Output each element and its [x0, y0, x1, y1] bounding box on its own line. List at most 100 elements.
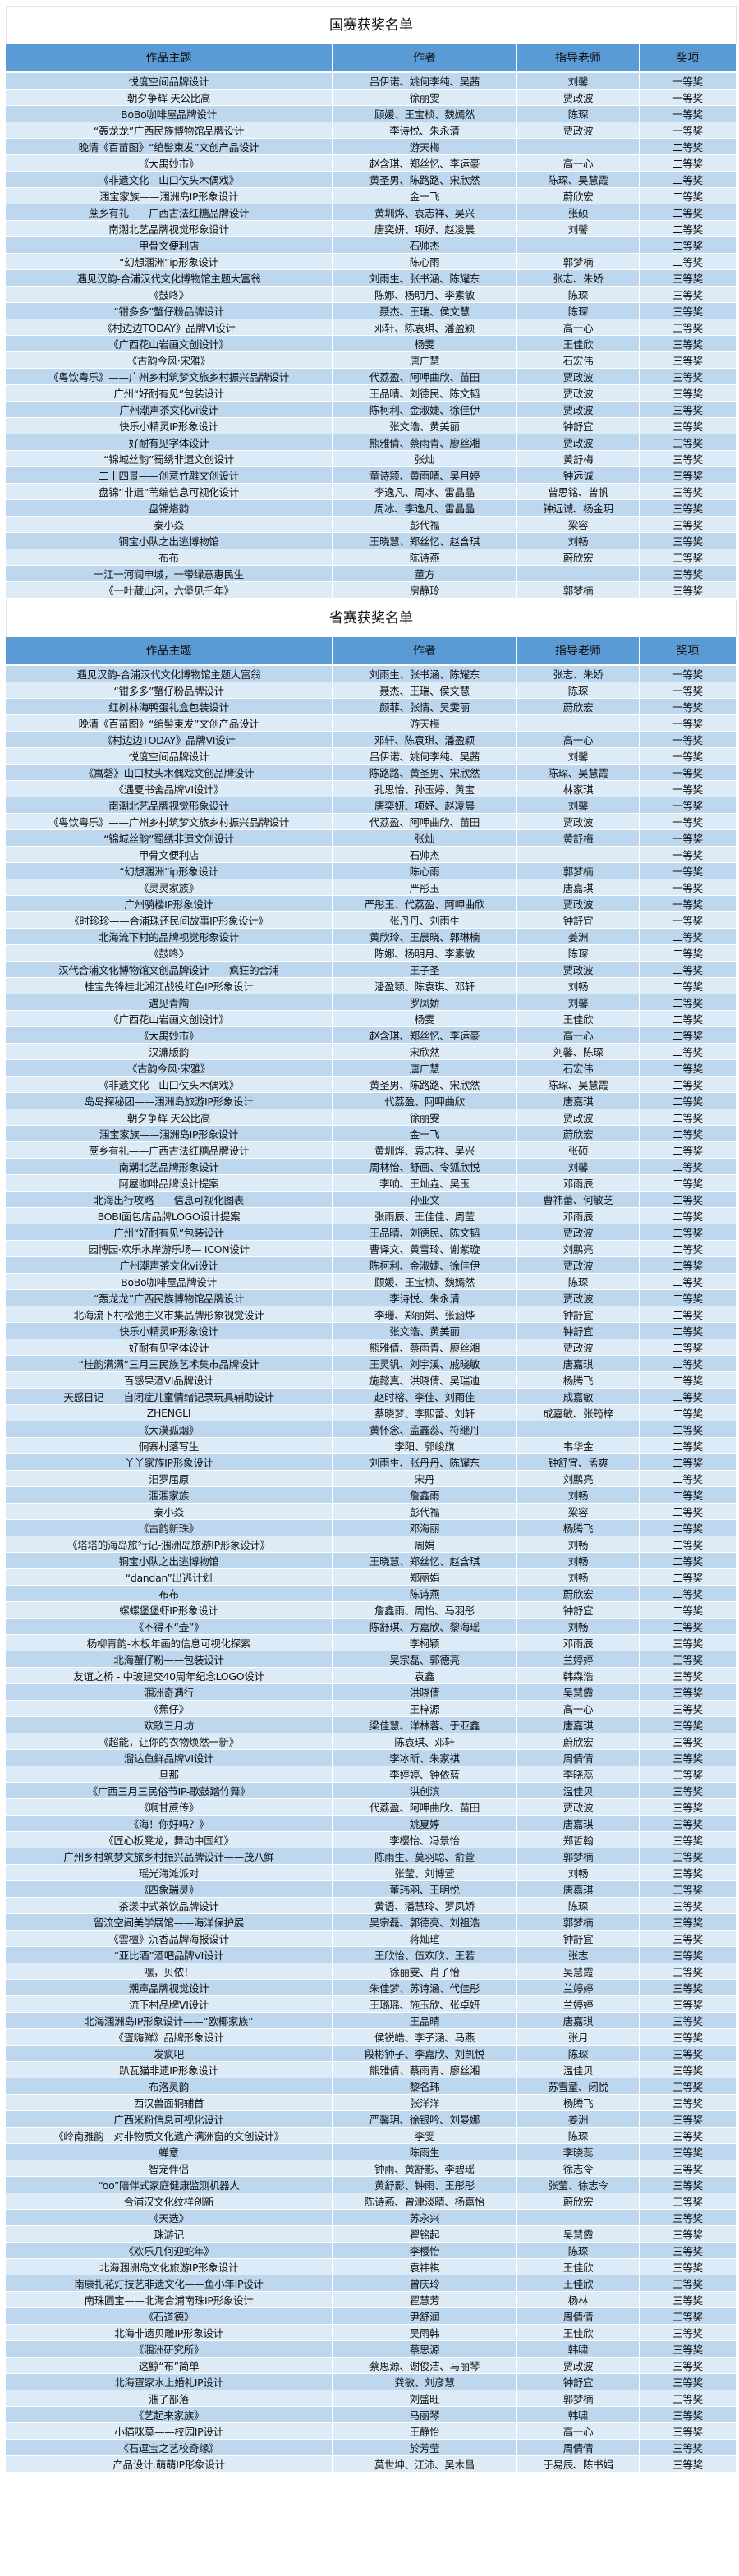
advisor-cell: 郭梦楠	[517, 254, 640, 270]
award-cell: 二等奖	[640, 1504, 737, 1520]
author-cell: 李响、王灿垚、吴玉	[333, 1175, 517, 1192]
author-cell: 周娟	[333, 1536, 517, 1553]
award-cell: 三等奖	[640, 434, 737, 451]
award-cell: 二等奖	[640, 1569, 737, 1586]
work-title-cell: 涠了部落	[6, 2390, 333, 2407]
table-row: 布布 陈诗燕 蔚欣宏 二等奖	[6, 1586, 737, 1602]
work-title-cell: 红树林海鸭蛋礼盒包装设计	[6, 699, 333, 715]
author-cell: 李柯颖	[333, 1635, 517, 1651]
work-title-cell: 《广西花山岩画文创设计》	[6, 1011, 333, 1027]
author-cell: 施懿真、洪晓倩、吴瑞迪	[333, 1372, 517, 1389]
advisor-cell: 贾政波	[517, 1109, 640, 1126]
author-cell: 蔡思源、谢俊洁、马丽琴	[333, 2358, 517, 2374]
author-cell: 蒋灿瑄	[333, 1931, 517, 1947]
table-row: 盘锦烙韵 周冰、李逸凡、雷晶晶 钟远诚、杨金玥 三等奖	[6, 500, 737, 517]
table-row: 《雲檀》沉香品牌海报设计 蒋灿瑄 钟舒宜 三等奖	[6, 1931, 737, 1947]
award-table: 作品主题 作者 指导老师 奖项 悦度空间品牌设计 吕伊诺、姚何李纯、吴茜 刘馨 一等奖 朝夕争辉…	[6, 44, 737, 599]
advisor-cell: 钟舒宜	[517, 1306, 640, 1323]
award-cell: 三等奖	[640, 1832, 737, 1848]
author-cell: 刘盛旺	[333, 2390, 517, 2407]
award-cell: 三等奖	[640, 467, 737, 484]
advisor-cell: 韩啸	[517, 2407, 640, 2423]
advisor-cell: 刘鹏亮	[517, 1241, 640, 1257]
advisor-cell: 张硕	[517, 1142, 640, 1159]
table-row: 甲骨文便利店 石帅杰 一等奖	[6, 847, 737, 863]
award-lists: 国赛获奖名单 作品主题 作者 指导老师 奖项 悦度空间品牌设计 吕伊诺、姚何李纯、吴茜 刘馨…	[6, 6, 737, 2473]
table-row: 盘锦“非遗”苇编信息可视化设计 李逸凡、周冰、雷晶晶 曾思铭、曾帆 三等奖	[6, 484, 737, 500]
advisor-cell: 蔚欣宏	[517, 2193, 640, 2210]
award-cell: 三等奖	[640, 2144, 737, 2160]
award-cell: 三等奖	[640, 2341, 737, 2358]
work-title-cell: 《石道德》	[6, 2308, 333, 2325]
advisor-cell: 王佳欣	[517, 336, 640, 352]
author-cell: 游天梅	[333, 715, 517, 732]
work-title-cell: 《匠心板凳龙，舞动中国红》	[6, 1832, 333, 1848]
author-cell: 唐奕妍、项妤、赵凌晨	[333, 797, 517, 814]
table-row: 汨罗屈原 宋丹 刘鹏亮 二等奖	[6, 1471, 737, 1487]
work-title-cell: 智宠伴侣	[6, 2160, 333, 2177]
advisor-cell: 陈琛	[517, 287, 640, 303]
award-cell: 三等奖	[640, 1931, 737, 1947]
author-cell: 陈雨生	[333, 2144, 517, 2160]
work-title-cell: 《广西花山岩画文创设计》	[6, 336, 333, 352]
work-title-cell: 百感果酒VI品牌设计	[6, 1372, 333, 1389]
award-cell: 一等奖	[640, 847, 737, 863]
author-cell: 刘雨生、张书涵、陈耀东	[333, 270, 517, 287]
author-cell: 张莹、刘博萱	[333, 1865, 517, 1881]
advisor-cell: 蔚欣宏	[517, 1586, 640, 1602]
advisor-cell: 陈琛	[517, 1898, 640, 1914]
work-title-cell: 杨柳青韵-木板年画的信息可视化探索	[6, 1635, 333, 1651]
author-cell: 李雯	[333, 2128, 517, 2144]
award-cell: 一等奖	[640, 912, 737, 929]
award-cell: 三等奖	[640, 2128, 737, 2144]
author-cell: 王璐瑶、施玉欣、张卓妍	[333, 1996, 517, 2013]
author-cell: 彭代福	[333, 517, 517, 533]
award-cell: 二等奖	[640, 1077, 737, 1093]
work-title-cell: 好耐有见字体设计	[6, 1339, 333, 1356]
advisor-cell: 唐嘉琪	[517, 1093, 640, 1109]
table-row: 《匠心板凳龙，舞动中国红》 李樱怡、冯景怡 郑哲翰 三等奖	[6, 1832, 737, 1848]
header-award: 奖项	[640, 44, 737, 73]
award-cell: 三等奖	[640, 303, 737, 319]
advisor-cell: 张硕	[517, 204, 640, 221]
table-row: 朝夕争辉 天公比高 徐丽雯 贾政波 二等奖	[6, 1109, 737, 1126]
advisor-cell: 贾政波	[517, 1339, 640, 1356]
award-cell: 二等奖	[640, 1487, 737, 1504]
award-cell: 二等奖	[640, 945, 737, 962]
work-title-cell: 友谊之桥 - 中玻建交40周年纪念LOGO设计	[6, 1668, 333, 1684]
award-cell: 三等奖	[640, 484, 737, 500]
author-cell: 邓海丽	[333, 1520, 517, 1536]
table-row: 蝉意 陈雨生 李晓蕊 三等奖	[6, 2144, 737, 2160]
award-cell: 三等奖	[640, 582, 737, 599]
author-cell: 游天梅	[333, 139, 517, 155]
author-cell: 顾媛、王宝桢、魏嫣然	[333, 1274, 517, 1290]
table-row: 汉代合浦文化博物馆文创品牌设计——疯狂的合浦 王子圣 贾政波 二等奖	[6, 962, 737, 978]
table-row: 岛岛探秘团——涠洲岛旅游IP形象设计 代荔盈、阿呷曲欣 唐嘉琪 二等奖	[6, 1093, 737, 1109]
table-row: “锦城丝韵”蜀绣非遗文创设计 张灿 黄舒梅 一等奖	[6, 830, 737, 847]
work-title-cell: 南潮北艺品牌视觉形象设计	[6, 797, 333, 814]
work-title-cell: 二十四景——创意竹雕文创设计	[6, 467, 333, 484]
award-cell: 二等奖	[640, 172, 737, 188]
advisor-cell: 周倩倩	[517, 2440, 640, 2456]
table-row: 溜达鱼鲜品牌VI设计 李冰昕、朱家祺 周倩倩 三等奖	[6, 1750, 737, 1766]
author-cell: 熊雅倩、蔡雨青、廖丝湘	[333, 2062, 517, 2078]
table-row: 友谊之桥 - 中玻建交40周年纪念LOGO设计 袁鑫 韩森浩 三等奖	[6, 1668, 737, 1684]
table-row: 《鼓咚》 陈娜、杨明月、李素敏 陈琛 三等奖	[6, 287, 737, 303]
advisor-cell: 杨腾飞	[517, 2095, 640, 2111]
advisor-cell: 吴慧霞	[517, 1963, 640, 1980]
table-row: 红树林海鸭蛋礼盒包装设计 颜菲、张情、吴雯丽 蔚欣宏 一等奖	[6, 699, 737, 715]
table-row: 《不得不“壶”》 陈舒琪、方嘉欣、黎海瑶 刘畅 二等奖	[6, 1619, 737, 1635]
advisor-cell: 曾思铭、曾帆	[517, 484, 640, 500]
table-row: 瑶光海滩派对 张莹、刘博萱 刘畅 三等奖	[6, 1865, 737, 1881]
award-cell: 一等奖	[640, 896, 737, 912]
award-cell: 三等奖	[640, 2013, 737, 2029]
author-cell: 石帅杰	[333, 847, 517, 863]
advisor-cell: 唐嘉琪	[517, 1717, 640, 1733]
table-row: 《四象瑞灵》 董玮羽、王明悦 唐嘉琪 三等奖	[6, 1881, 737, 1898]
table-row: 侗寨村落写生 李阳、郭峻旗 韦华金 二等奖	[6, 1438, 737, 1454]
advisor-cell: 杨林	[517, 2292, 640, 2308]
work-title-cell: 广州潮声茶文化vi设计	[6, 1257, 333, 1274]
author-cell: 刘雨生、张书涵、陈耀东	[333, 666, 517, 682]
work-title-cell: 《艺起来家族》	[6, 2407, 333, 2423]
author-cell: 唐广慧	[333, 352, 517, 369]
